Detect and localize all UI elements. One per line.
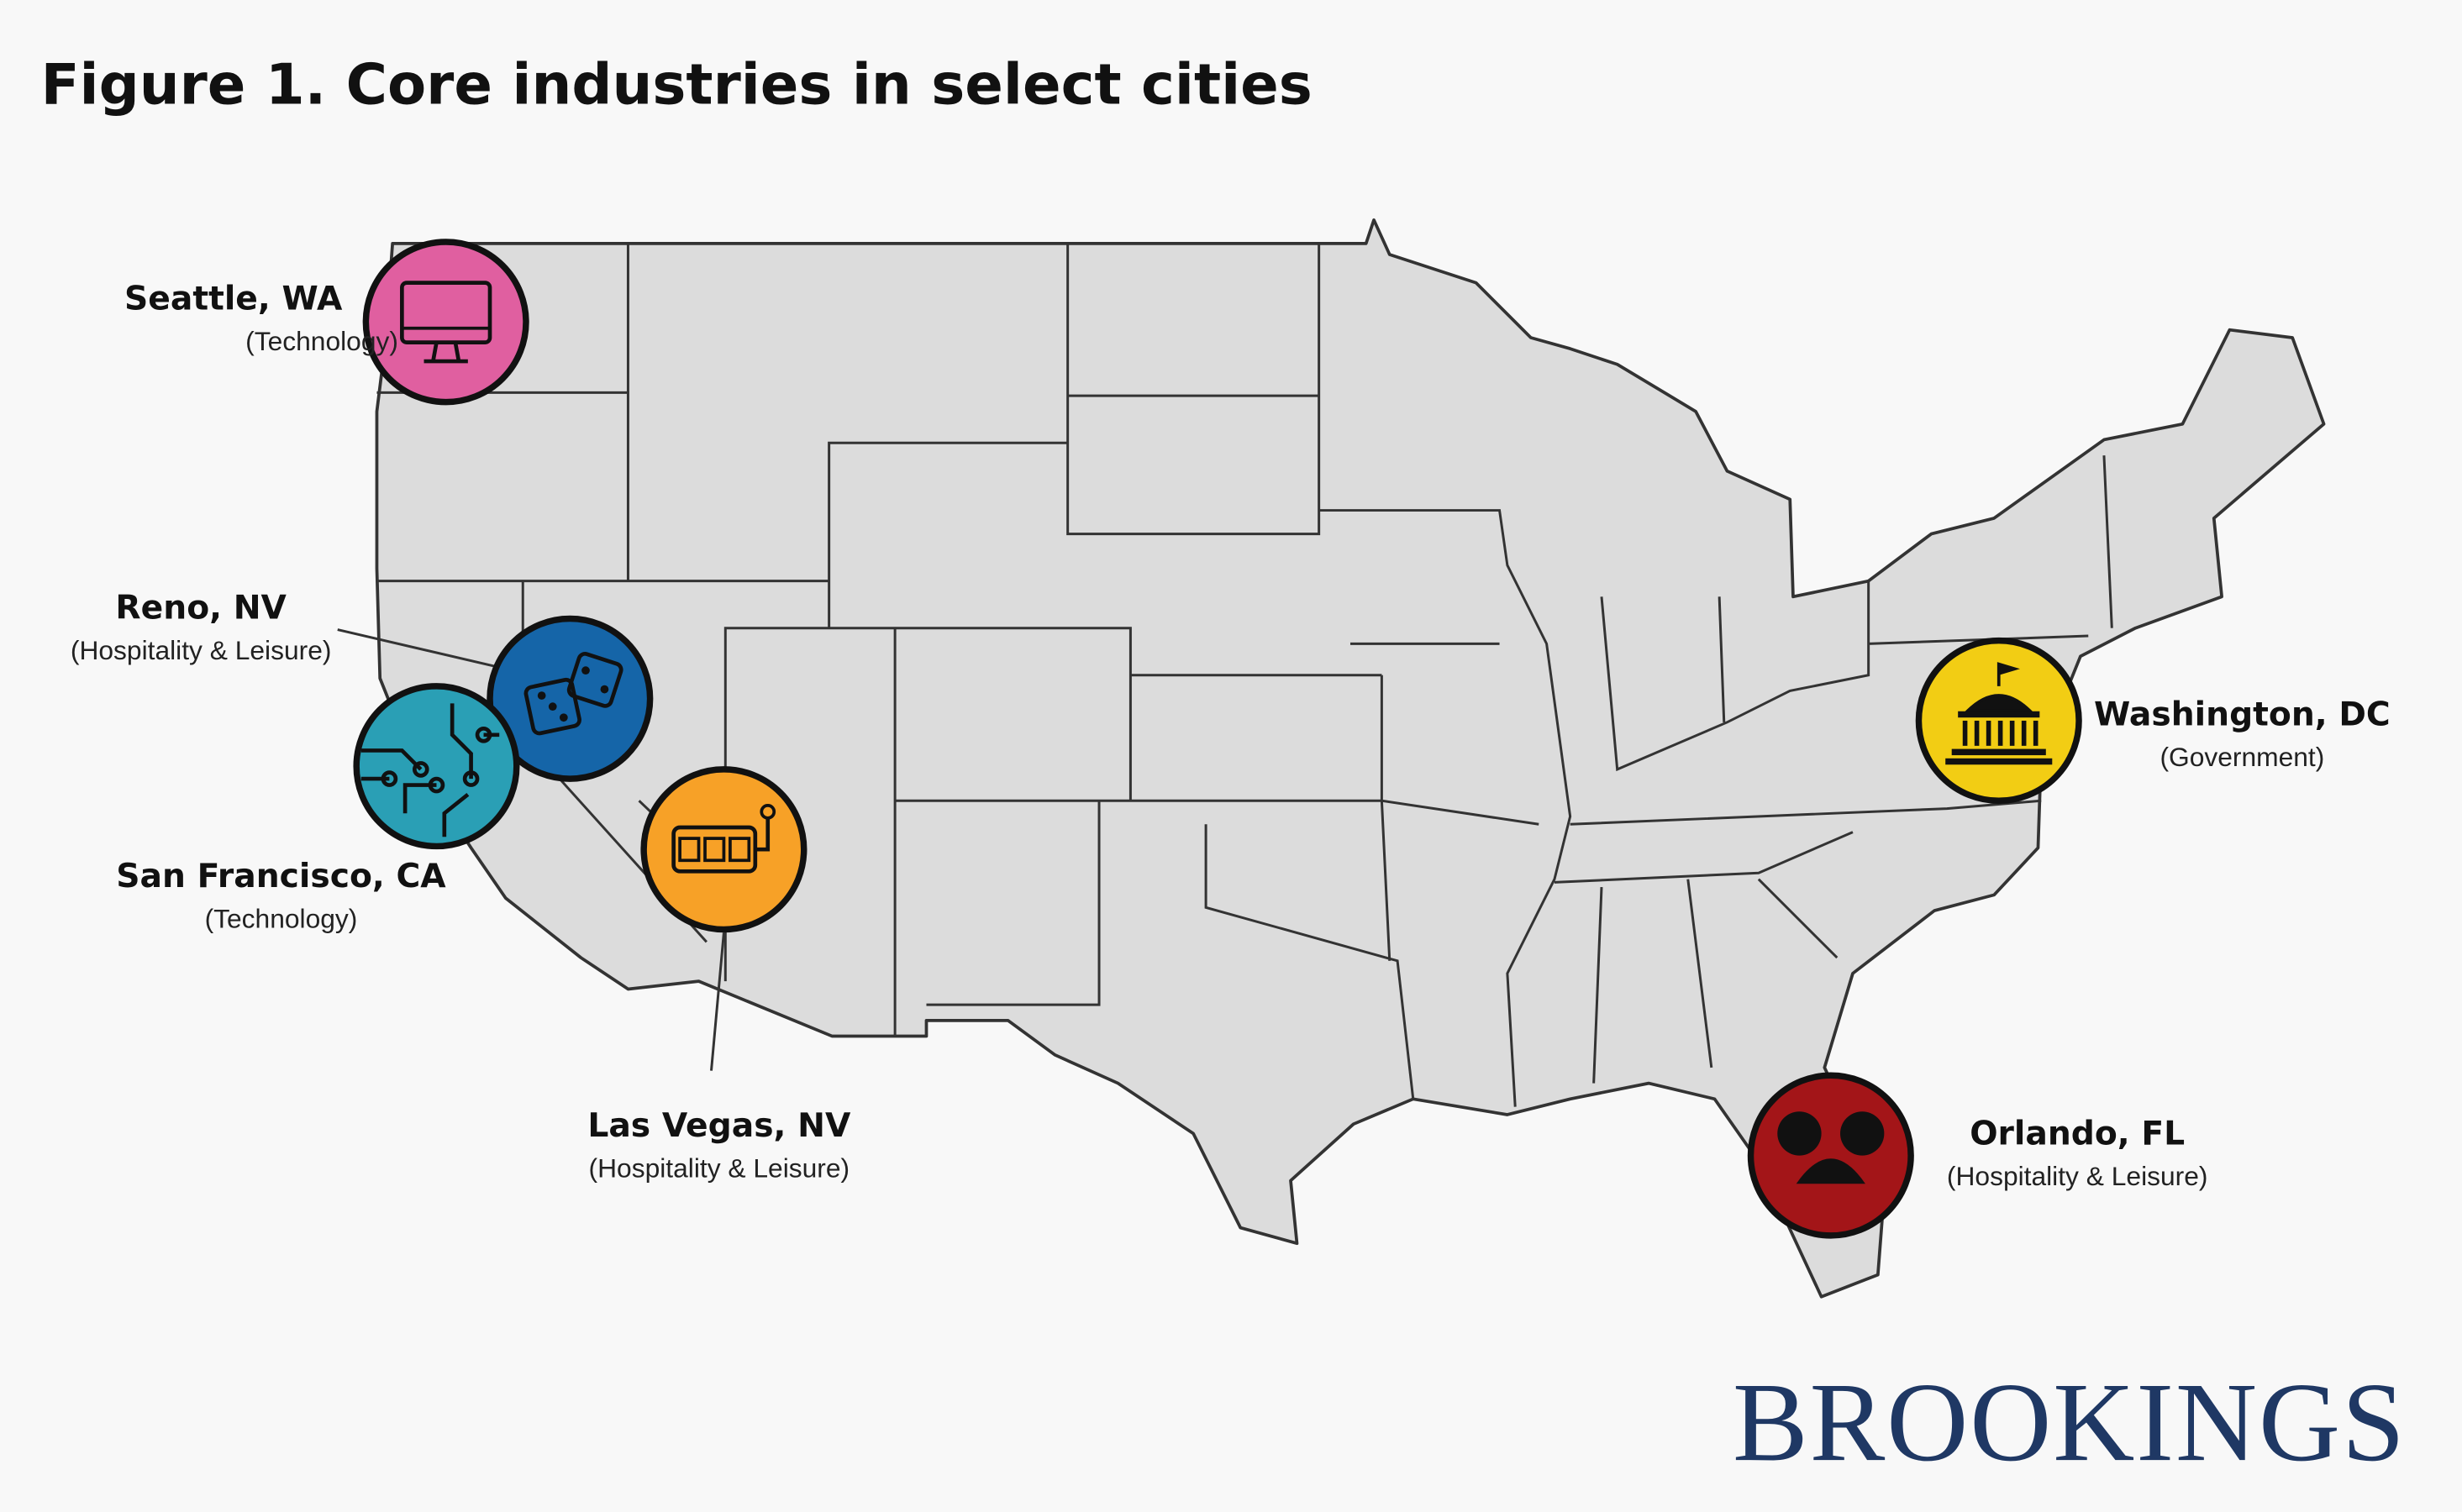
icon-part — [462, 770, 480, 787]
city-marker — [1747, 1072, 1914, 1239]
us-map — [375, 218, 2326, 1299]
icon-part — [566, 652, 623, 708]
icon-part — [400, 281, 492, 344]
icon-part — [559, 713, 568, 722]
icon-part — [1963, 662, 2034, 713]
icon-part — [1974, 720, 1980, 746]
city-name: Reno, NV — [115, 589, 287, 627]
icon-part — [423, 342, 468, 364]
icon-part — [703, 837, 726, 863]
city-industry: (Hospitality & Leisure) — [71, 635, 332, 665]
icon-part — [2009, 720, 2015, 746]
icon-part — [475, 726, 492, 743]
icon-part — [381, 770, 398, 787]
icon-part — [1796, 1158, 1865, 1184]
icon-part — [412, 761, 429, 778]
city-circle — [362, 239, 529, 406]
icon-part — [1840, 1111, 1885, 1156]
icon-part — [729, 837, 751, 863]
icon-part — [1997, 720, 2003, 746]
city-marker — [487, 615, 654, 782]
icon-part — [2021, 720, 2027, 746]
city-circle — [1747, 1072, 1914, 1239]
leader-line — [337, 628, 500, 669]
icon-part — [548, 702, 557, 711]
icon-part — [678, 837, 701, 863]
city-industry: (Hospitality & Leisure) — [589, 1153, 850, 1184]
city-name: Orlando, FL — [1970, 1115, 2185, 1152]
icon-part — [1958, 711, 2040, 718]
city-industry: (Technology) — [205, 904, 358, 934]
city-marker — [640, 766, 808, 933]
icon-part — [360, 703, 500, 837]
city-circle — [353, 683, 520, 850]
icon-part — [428, 776, 445, 794]
icon-part — [581, 666, 590, 675]
icon-part — [1777, 1111, 1822, 1156]
icon-part — [755, 817, 771, 852]
city-circle — [487, 615, 654, 782]
city-industry: (Hospitality & Leisure) — [1947, 1161, 2208, 1191]
city-name: Seattle, WA — [124, 280, 343, 318]
city-marker — [353, 683, 520, 850]
icon-part — [1951, 748, 2046, 756]
city-marker — [1915, 637, 2082, 804]
icon-part — [2033, 720, 2039, 746]
icon-part — [600, 685, 609, 694]
leader-line — [709, 932, 725, 1071]
cities: Seattle, WA (Technology) Reno, NV (Hospital… — [71, 239, 2391, 1239]
city-name: Las Vegas, NV — [587, 1107, 851, 1145]
brookings-logo: BROOKINGS — [1733, 1360, 2407, 1485]
icon-part — [1962, 720, 1968, 746]
icon-part — [1986, 720, 1991, 746]
city-marker — [362, 239, 529, 406]
icon-part — [1945, 758, 2053, 765]
city-industry: (Technology) — [245, 326, 398, 356]
city-name: Washington, DC — [2094, 696, 2391, 734]
icon-part — [760, 803, 776, 820]
city-name: San Francisco, CA — [116, 858, 446, 895]
us-outline — [375, 218, 2326, 1299]
figure-title: Figure 1. Core industries in select citi… — [41, 52, 1313, 118]
icon-part — [523, 677, 581, 736]
city-industry: (Government) — [2160, 742, 2324, 772]
icon-part — [537, 691, 546, 700]
